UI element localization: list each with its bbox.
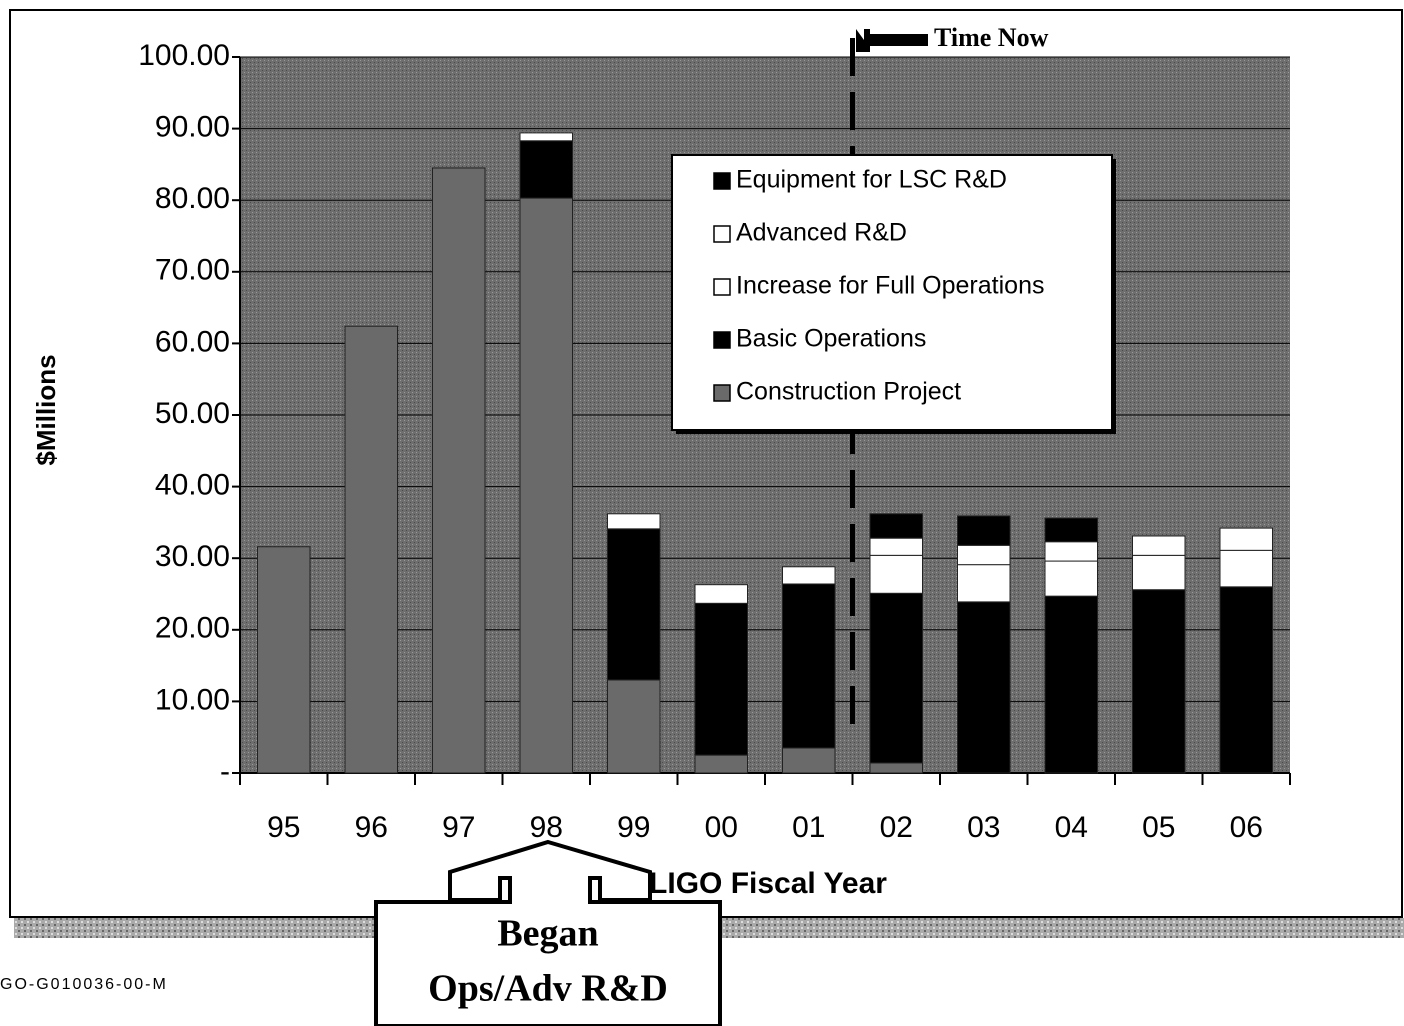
x-tick-label: 06 — [1230, 811, 1263, 844]
bar-segment — [519, 132, 573, 142]
bar-segment — [957, 601, 1011, 774]
x-tick-label: 00 — [705, 811, 738, 844]
legend-swatch — [713, 331, 731, 349]
y-tick-label: 30.00 — [155, 540, 230, 573]
bar-segment — [1044, 560, 1098, 597]
bar-segment — [869, 592, 923, 764]
legend-label: Advanced R&D — [736, 219, 907, 247]
bar-segment — [869, 513, 923, 539]
x-tick-label: 04 — [1055, 811, 1088, 844]
bar-segment — [257, 546, 311, 774]
y-tick-label: 60.00 — [155, 325, 230, 358]
bar-segment — [607, 528, 661, 681]
callout-box — [374, 839, 722, 1026]
y-tick-label: 70.00 — [155, 254, 230, 287]
bar-segment — [957, 515, 1011, 546]
x-tick-label: 97 — [442, 811, 475, 844]
y-axis-label: $Millions — [31, 354, 61, 465]
x-tick-label: 95 — [267, 811, 300, 844]
x-tick-label: 99 — [617, 811, 650, 844]
legend — [671, 154, 1113, 431]
legend-swatch — [713, 384, 731, 402]
bar-segment — [782, 747, 836, 774]
bar-segment — [869, 554, 923, 594]
x-tick-label: 96 — [355, 811, 388, 844]
bar-segment — [694, 754, 748, 774]
x-tick-label: 05 — [1142, 811, 1175, 844]
bar-segment — [1132, 535, 1186, 556]
y-tick-label: 50.00 — [155, 397, 230, 430]
bar-segment — [519, 140, 573, 199]
bar-segment — [782, 583, 836, 749]
y-tick-label: 100.00 — [138, 39, 230, 72]
y-tick-label: 20.00 — [155, 612, 230, 645]
footer: GO-G010036-00-M — [0, 976, 168, 993]
y-tick-label: - — [220, 755, 230, 788]
bar-segment — [957, 544, 1011, 566]
y-tick-label: 90.00 — [155, 111, 230, 144]
bar-segment — [1132, 589, 1186, 774]
bar-segment — [432, 167, 486, 774]
callout-text: Began — [497, 913, 598, 955]
legend-swatch — [713, 278, 731, 296]
y-tick-label: 40.00 — [155, 469, 230, 502]
bar-segment — [1132, 554, 1186, 591]
x-tick-label: 01 — [792, 811, 825, 844]
bar-segment — [1219, 527, 1273, 551]
legend-swatch — [713, 172, 731, 190]
bar-segment — [607, 513, 661, 530]
bar-segment — [1219, 586, 1273, 774]
legend-label: Equipment for LSC R&D — [736, 166, 1007, 194]
bar-segment — [694, 584, 748, 604]
legend-swatch — [713, 225, 731, 243]
time-now-label: Time Now — [934, 23, 1049, 52]
bar-segment — [1044, 541, 1098, 562]
y-tick-label: 10.00 — [155, 683, 230, 716]
bar-segment — [344, 325, 398, 774]
x-axis-label: LIGO Fiscal Year — [649, 867, 887, 900]
bar-segment — [1044, 517, 1098, 543]
legend-label: Construction Project — [736, 378, 961, 406]
bar-segment — [1044, 595, 1098, 774]
bar-segment — [519, 197, 573, 774]
legend-label: Increase for Full Operations — [736, 272, 1044, 300]
bar-segment — [869, 537, 923, 556]
callout-text: Ops/Adv R&D — [428, 968, 668, 1010]
legend-label: Basic Operations — [736, 325, 926, 353]
bar-segment — [957, 564, 1011, 603]
x-tick-label: 02 — [880, 811, 913, 844]
bar-segment — [782, 566, 836, 585]
x-tick-label: 03 — [967, 811, 1000, 844]
time-now-arrow — [856, 29, 928, 52]
y-tick-label: 80.00 — [155, 182, 230, 215]
bar-segment — [607, 679, 661, 774]
bar-segment — [869, 762, 923, 774]
bar-segment — [1219, 549, 1273, 588]
x-tick-label: 98 — [530, 811, 563, 844]
bar-segment — [694, 602, 748, 756]
